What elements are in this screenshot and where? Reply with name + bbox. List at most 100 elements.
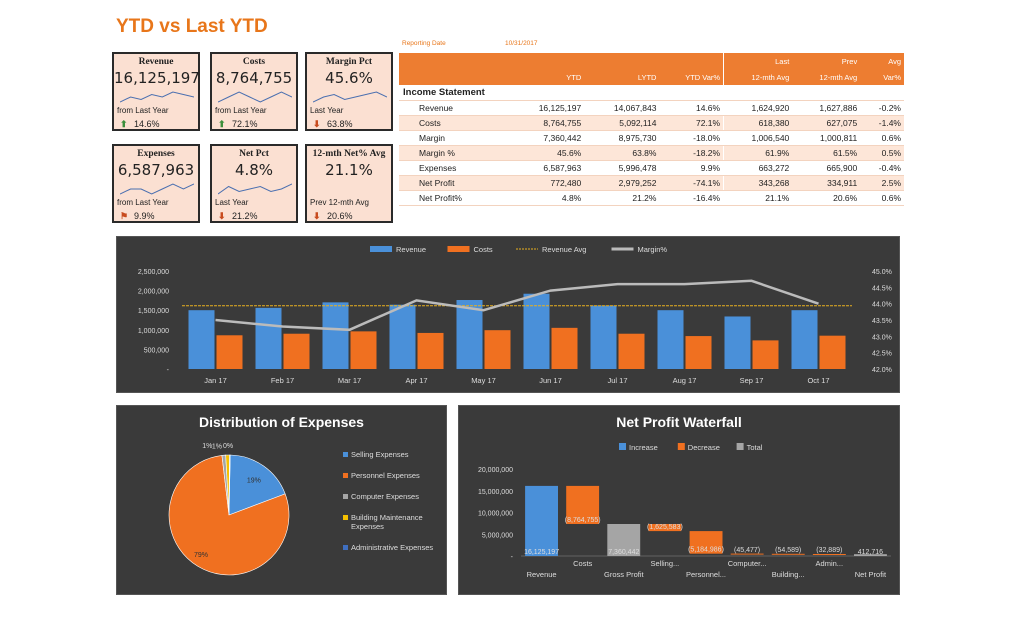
pie-slice: [168, 455, 290, 576]
section-title: Income Statement: [399, 85, 904, 101]
table-cell: Net Profit: [399, 175, 509, 191]
waterfall-value-label: (54,589): [775, 547, 801, 554]
table-cell: 61.9%: [723, 145, 793, 161]
table-cell: Margin %: [399, 145, 509, 161]
table-cell: 663,272: [723, 160, 793, 176]
waterfall-value-label: 412,716: [858, 549, 883, 556]
legend-swatch: [677, 443, 685, 450]
arrow-up-icon: ⬆: [120, 119, 128, 129]
increase-bar: [525, 485, 558, 556]
kpi-change-value: 72.1%: [232, 119, 258, 129]
x-tick-label: Gross Profit: [604, 570, 645, 579]
costs-bar: [417, 332, 444, 369]
monthly-revenue-chart: Revenue Costs Revenue Avg Margin% 2,500,000 2…: [138, 245, 892, 385]
x-tick-label: Sep 17: [740, 376, 764, 385]
table-cell: Revenue: [399, 100, 509, 116]
table-row: Margin % 45.6% 63.8% -18.2% 61.9% 61.5% 0.5%: [399, 145, 904, 161]
costs-bar: [350, 331, 377, 369]
table-cell: 6,587,963: [509, 160, 585, 176]
page-title: YTD vs Last YTD: [116, 16, 268, 37]
table-cell: -1.4%: [860, 115, 904, 131]
pie-slice: [228, 454, 231, 516]
kpi-change: ⬆ 72.1%: [218, 119, 258, 130]
x-tick-label: Building...: [772, 570, 805, 579]
table-cell: 627,075: [792, 115, 861, 131]
kpi-comparison-label: from Last Year: [117, 106, 169, 115]
x-tick-label: Personnel...: [686, 570, 726, 579]
arrow-down-icon: ⬇: [313, 211, 321, 221]
sparkline-path: [218, 91, 292, 103]
pie-legend-item: Building Maintenance Expenses: [343, 513, 453, 531]
legend-label: Building Maintenance Expenses: [351, 513, 423, 531]
arrow-down-icon: ⬇: [313, 119, 321, 129]
arrow-down-icon: ⬇: [218, 211, 226, 221]
legend-label: Total: [747, 443, 763, 452]
table-cell: 9.9%: [659, 160, 724, 176]
table-cell: 334,911: [792, 175, 861, 191]
table-header-row-top: Last Prev Avg: [399, 53, 904, 69]
costs-bar: [216, 335, 243, 369]
y2-tick-label: 42.0%: [872, 367, 892, 374]
table-cell: -18.2%: [659, 145, 724, 161]
table-cell: -0.2%: [860, 100, 904, 116]
revenue-bar: [657, 310, 684, 369]
total-bar: [607, 524, 641, 556]
revenue-bar: [322, 302, 349, 369]
kpi-sparkline: [120, 91, 194, 103]
section-row: Income Statement: [399, 85, 904, 101]
pie-legend-item: Personnel Expenses: [343, 471, 453, 480]
header-cell: Prev: [792, 53, 861, 69]
table-cell: 7,360,442: [509, 130, 585, 146]
decrease-bar: [648, 524, 682, 532]
legend-swatch: [343, 545, 348, 550]
table-cell: 4.8%: [509, 190, 585, 206]
income-statement-table: Last Prev Avg YTD LYTD YTD Var% 12-mth A…: [399, 53, 904, 206]
x-tick-label: Oct 17: [807, 376, 829, 385]
kpi-title: Costs: [242, 57, 266, 67]
table-cell: Margin: [399, 130, 509, 146]
legend-swatch: [370, 246, 392, 252]
y2-tick-label: 43.0%: [872, 334, 892, 341]
x-tick-label: Mar 17: [338, 376, 361, 385]
x-tick-label: Jul 17: [607, 376, 627, 385]
legend-swatch: [619, 443, 626, 450]
header-cell: [659, 53, 724, 69]
waterfall-value-label: (5,184,986): [688, 547, 724, 554]
y-tick-label: 2,000,000: [138, 289, 169, 296]
costs-bar: [484, 330, 511, 369]
table-cell: 14.6%: [659, 100, 724, 116]
y2-tick-label: 44.0%: [872, 302, 892, 309]
revenue-bar: [523, 293, 550, 369]
header-cell: [399, 69, 509, 85]
y-tick-label: 2,500,000: [138, 269, 169, 276]
header-cell: [584, 53, 660, 69]
x-tick-label: Apr 17: [405, 376, 427, 385]
table-cell: 14,067,843: [584, 100, 660, 116]
kpi-change-value: 20.6%: [327, 211, 353, 221]
table-cell: 772,480: [509, 175, 585, 191]
y-tick-label: 1,500,000: [138, 308, 169, 315]
table-cell: 0.6%: [860, 130, 904, 146]
revenue-bar: [724, 316, 751, 369]
kpi-comparison-label: Last Year: [215, 198, 249, 207]
y2-tick-label: 45.0%: [872, 269, 892, 276]
legend-swatch: [343, 515, 348, 520]
kpi-title: Net Pct: [239, 149, 269, 159]
table-cell: Costs: [399, 115, 509, 131]
legend-label: Revenue: [396, 245, 426, 254]
table-cell: 1,627,886: [792, 100, 861, 116]
kpi-title: Revenue: [138, 57, 174, 67]
table-row: Revenue 16,125,197 14,067,843 14.6% 1,624,92…: [399, 100, 904, 116]
legend-label: Revenue Avg: [542, 245, 586, 254]
pie-value-label: 1%: [212, 443, 222, 450]
legend-label: Increase: [629, 443, 658, 452]
total-bar: [854, 554, 887, 556]
x-tick-label: Aug 17: [673, 376, 697, 385]
y2-tick-label: 42.5%: [872, 351, 892, 358]
table-cell: 1,006,540: [723, 130, 793, 146]
table-cell: -16.4%: [659, 190, 724, 206]
header-cell: Var%: [860, 69, 904, 85]
table-row: Net Profit 772,480 2,979,252 -74.1% 343,268 3…: [399, 175, 904, 191]
x-tick-label: Revenue: [527, 570, 557, 579]
arrow-up-icon: ⬆: [218, 119, 226, 129]
